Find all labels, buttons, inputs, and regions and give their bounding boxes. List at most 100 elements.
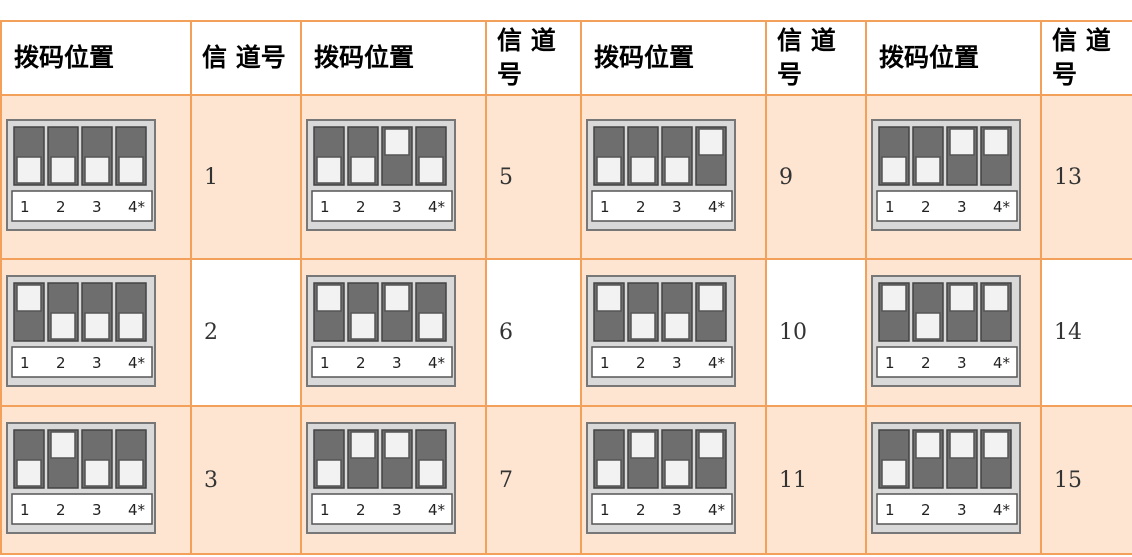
dip-label-strip	[311, 493, 453, 525]
dip-label: 4*	[993, 354, 1011, 372]
switch-cell: 1 2 3 4*	[300, 258, 487, 407]
channel-cell: 15	[1040, 405, 1132, 555]
switch-cell: 1 2 3 4*	[865, 258, 1042, 407]
dip-knob	[16, 156, 42, 184]
dip-knob	[384, 283, 410, 312]
dip-label-strip	[876, 190, 1018, 222]
dip-label: 3	[957, 501, 967, 519]
dip-label: 2	[636, 501, 646, 519]
channel-cell: 11	[765, 405, 867, 555]
dip-knob	[983, 128, 1009, 156]
dip-knob	[698, 431, 724, 459]
dip-label: 2	[921, 501, 931, 519]
dip-knob	[16, 459, 42, 487]
dip-label: 1	[600, 198, 610, 216]
switch-cell: 1 2 3 4*	[0, 258, 192, 407]
channel-cell: 2	[190, 258, 302, 407]
dip-knob	[596, 283, 622, 312]
dip-label: 1	[320, 501, 330, 519]
dip-label: 3	[672, 354, 682, 372]
switch-cell: 1 2 3 4*	[865, 405, 1042, 555]
dip-label: 3	[392, 354, 402, 372]
channel-cell: 9	[765, 94, 867, 260]
dip-knob	[50, 431, 76, 459]
dip-label: 3	[672, 198, 682, 216]
channel-header: 信 道号	[765, 20, 867, 96]
dip-label: 4*	[128, 354, 146, 372]
dip-knob	[949, 431, 975, 459]
dip-knob	[84, 311, 110, 340]
dip-switch: 1 2 3 4*	[586, 422, 736, 534]
channel-header: 信 道号	[1040, 20, 1132, 96]
switch-header: 拨码位置	[0, 20, 192, 96]
dip-label: 1	[320, 198, 330, 216]
dip-knob	[316, 459, 342, 487]
switch-cell: 1 2 3 4*	[580, 258, 767, 407]
dip-label: 1	[885, 354, 895, 372]
dip-knob	[596, 459, 622, 487]
dip-switch: 1 2 3 4*	[6, 274, 156, 387]
switch-header: 拨码位置	[865, 20, 1042, 96]
dip-label-strip	[876, 345, 1018, 378]
dip-label: 2	[56, 198, 66, 216]
dip-switch: 1 2 3 4*	[871, 274, 1021, 387]
dip-knob	[949, 283, 975, 312]
dip-label: 1	[600, 354, 610, 372]
dip-label: 4*	[128, 501, 146, 519]
channel-cell: 14	[1040, 258, 1132, 407]
dip-label: 4*	[708, 198, 726, 216]
dip-label: 3	[957, 198, 967, 216]
dip-label: 4*	[993, 198, 1011, 216]
dip-label: 3	[957, 354, 967, 372]
dip-knob	[84, 156, 110, 184]
dip-label: 2	[356, 354, 366, 372]
dip-label: 2	[56, 354, 66, 372]
dip-knob	[384, 128, 410, 156]
header-row: 拨码位置信 道号 拨码位置信 道号 拨码位置信 道号 拨码位置信 道号	[0, 20, 1132, 96]
dip-knob	[596, 156, 622, 184]
dip-label: 4*	[428, 198, 446, 216]
dip-label-strip	[11, 345, 153, 378]
dip-knob	[664, 459, 690, 487]
switch-header: 拨码位置	[300, 20, 487, 96]
dip-knob	[118, 311, 144, 340]
dip-label-strip	[591, 493, 733, 525]
dip-label: 1	[20, 501, 30, 519]
dip-knob	[630, 311, 656, 340]
dip-label-strip	[876, 493, 1018, 525]
dip-label: 3	[392, 501, 402, 519]
dip-knob	[418, 459, 444, 487]
dip-knob	[881, 283, 907, 312]
dip-switch: 1 2 3 4*	[586, 274, 736, 387]
dip-label: 4*	[708, 354, 726, 372]
dip-label: 2	[636, 198, 646, 216]
channel-header: 信 道号	[190, 20, 302, 96]
dip-switch: 1 2 3 4*	[6, 119, 156, 231]
dip-label: 3	[392, 198, 402, 216]
dip-label: 2	[356, 501, 366, 519]
dip-knob	[418, 311, 444, 340]
dip-label-strip	[591, 190, 733, 222]
dip-knob	[384, 431, 410, 459]
channel-cell: 7	[485, 405, 582, 555]
dip-label-strip	[311, 190, 453, 222]
switch-header: 拨码位置	[580, 20, 767, 96]
dip-switch: 1 2 3 4*	[871, 119, 1021, 231]
dip-knob	[664, 156, 690, 184]
dip-label: 4*	[993, 501, 1011, 519]
dip-label: 1	[600, 501, 610, 519]
dip-knob	[50, 311, 76, 340]
dip-knob	[881, 459, 907, 487]
switch-cell: 1 2 3 4*	[300, 94, 487, 260]
dip-knob	[118, 156, 144, 184]
dip-label: 3	[92, 354, 102, 372]
dip-knob	[316, 156, 342, 184]
dip-knob	[698, 128, 724, 156]
dip-knob	[50, 156, 76, 184]
dip-knob	[915, 311, 941, 340]
table-row: 1 2 3 4* 3 1 2 3 4* 7 1 2 3 4* 11 1 2 3 4* 15	[0, 405, 1132, 555]
dip-knob	[16, 283, 42, 312]
switch-cell: 1 2 3 4*	[0, 94, 192, 260]
dip-knob	[418, 156, 444, 184]
dip-knob	[350, 156, 376, 184]
